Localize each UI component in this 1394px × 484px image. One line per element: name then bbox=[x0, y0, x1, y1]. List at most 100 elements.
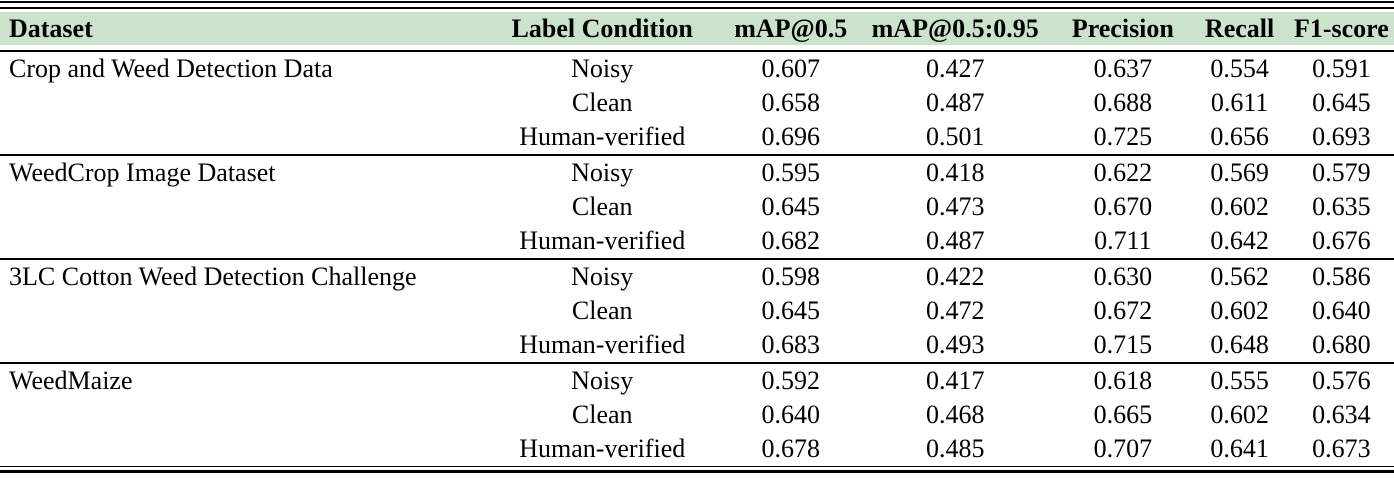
dataset-cell: WeedMaize bbox=[9, 366, 133, 395]
dataset-group-3lc-cotton: 3LC Cotton Weed Detection Challenge Nois… bbox=[0, 259, 1394, 364]
recall-cell: 0.555 bbox=[1210, 366, 1269, 395]
top-double-rule bbox=[0, 1, 1394, 9]
table-row: 3LC Cotton Weed Detection Challenge Nois… bbox=[0, 259, 1394, 364]
column-header-recall: Recall bbox=[1204, 13, 1275, 43]
table-row: Crop and Weed Detection Data Noisy 0.607… bbox=[0, 51, 1394, 156]
map5095-cell: 0.485 bbox=[925, 434, 985, 463]
map5095-cell: 0.468 bbox=[925, 400, 985, 429]
map5095-cell: 0.487 bbox=[925, 88, 985, 117]
map5095-cell: 0.493 bbox=[855, 328, 1056, 364]
map50-cell: 0.683 bbox=[726, 328, 856, 364]
table-row: Clean 0.640 0.468 0.665 0.602 0.634 bbox=[0, 398, 1394, 432]
column-header-map5095: mAP@0.5:0.95 bbox=[871, 13, 1039, 43]
table-row: Human-verified 0.696 0.501 0.725 0.656 0… bbox=[0, 120, 1394, 156]
label-condition-cell: Human-verified bbox=[478, 328, 727, 364]
precision-cell: 0.715 bbox=[1055, 328, 1191, 364]
label-condition-cell: Human-verified bbox=[519, 434, 686, 463]
recall-cell: 0.648 bbox=[1190, 328, 1289, 364]
precision-cell: 0.711 bbox=[1055, 224, 1191, 260]
table-header: Dataset Label Condition mAP@0.5 mAP@0.5:… bbox=[0, 12, 1394, 52]
precision-cell: 0.618 bbox=[1093, 366, 1153, 395]
label-condition-cell: Clean bbox=[571, 88, 633, 117]
recall-cell: 0.642 bbox=[1190, 224, 1289, 260]
label-condition-cell: Noisy bbox=[571, 54, 634, 83]
f1-cell: 0.591 bbox=[1312, 54, 1371, 83]
label-condition-cell: Human-verified bbox=[478, 224, 727, 260]
table-row: Human-verified 0.682 0.487 0.711 0.642 0… bbox=[0, 224, 1394, 260]
table-row: Human-verified 0.678 0.485 0.707 0.641 0… bbox=[0, 432, 1394, 466]
column-header-label-condition: Label Condition bbox=[511, 13, 693, 43]
map5095-cell: 0.422 bbox=[925, 262, 985, 291]
map5095-cell: 0.472 bbox=[925, 296, 985, 325]
label-condition-cell: Clean bbox=[571, 192, 633, 221]
precision-cell: 0.622 bbox=[1093, 158, 1153, 187]
map50-cell: 0.658 bbox=[761, 88, 821, 117]
column-header-dataset: Dataset bbox=[9, 13, 93, 43]
f1-cell: 0.640 bbox=[1312, 296, 1371, 325]
precision-cell: 0.707 bbox=[1093, 434, 1153, 463]
f1-cell: 0.676 bbox=[1288, 224, 1394, 260]
table-row: Clean 0.645 0.473 0.670 0.602 0.635 bbox=[0, 190, 1394, 224]
f1-cell: 0.645 bbox=[1312, 88, 1371, 117]
map5095-cell: 0.473 bbox=[925, 192, 985, 221]
dataset-group-weedcrop: WeedCrop Image Dataset Noisy 0.595 0.418… bbox=[0, 155, 1394, 260]
recall-cell: 0.569 bbox=[1210, 158, 1269, 187]
f1-cell: 0.693 bbox=[1288, 120, 1394, 156]
f1-cell: 0.579 bbox=[1312, 158, 1371, 187]
column-header-map50: mAP@0.5 bbox=[734, 13, 848, 43]
label-condition-cell: Clean bbox=[571, 400, 633, 429]
recall-cell: 0.656 bbox=[1190, 120, 1289, 156]
precision-cell: 0.637 bbox=[1093, 54, 1153, 83]
map50-cell: 0.640 bbox=[761, 400, 821, 429]
precision-cell: 0.672 bbox=[1093, 296, 1153, 325]
map50-cell: 0.598 bbox=[761, 262, 821, 291]
precision-cell: 0.630 bbox=[1093, 262, 1153, 291]
map50-cell: 0.595 bbox=[761, 158, 821, 187]
f1-cell: 0.673 bbox=[1312, 434, 1371, 463]
map50-cell: 0.696 bbox=[726, 120, 856, 156]
recall-cell: 0.562 bbox=[1210, 262, 1269, 291]
label-condition-cell: Noisy bbox=[571, 158, 634, 187]
bottom-double-rule bbox=[0, 466, 1394, 473]
precision-cell: 0.688 bbox=[1093, 88, 1153, 117]
header-rule-spacer bbox=[0, 45, 1394, 52]
f1-cell: 0.635 bbox=[1312, 192, 1371, 221]
recall-cell: 0.602 bbox=[1210, 296, 1269, 325]
table-row: Clean 0.645 0.472 0.672 0.602 0.640 bbox=[0, 294, 1394, 328]
recall-cell: 0.602 bbox=[1210, 400, 1269, 429]
table-row: Clean 0.658 0.487 0.688 0.611 0.645 bbox=[0, 86, 1394, 120]
map50-cell: 0.645 bbox=[761, 296, 821, 325]
recall-cell: 0.554 bbox=[1210, 54, 1269, 83]
map5095-cell: 0.501 bbox=[855, 120, 1056, 156]
map50-cell: 0.592 bbox=[761, 366, 821, 395]
table-row: Human-verified 0.683 0.493 0.715 0.648 0… bbox=[0, 328, 1394, 364]
dataset-cell: Crop and Weed Detection Data bbox=[0, 51, 479, 156]
table-row: WeedMaize Noisy 0.592 0.417 0.618 0.555 … bbox=[0, 363, 1394, 398]
dataset-cell: 3LC Cotton Weed Detection Challenge bbox=[0, 259, 479, 364]
map50-cell: 0.645 bbox=[761, 192, 821, 221]
recall-cell: 0.602 bbox=[1210, 192, 1269, 221]
label-condition-cell: Noisy bbox=[571, 366, 634, 395]
column-header-precision: Precision bbox=[1071, 13, 1174, 43]
dataset-cell: WeedCrop Image Dataset bbox=[0, 155, 479, 260]
recall-cell: 0.641 bbox=[1210, 434, 1269, 463]
f1-cell: 0.576 bbox=[1312, 366, 1371, 395]
recall-cell: 0.611 bbox=[1210, 88, 1269, 117]
precision-cell: 0.665 bbox=[1093, 400, 1153, 429]
column-header-f1: F1-score bbox=[1293, 13, 1389, 43]
dataset-group-crop-and-weed: Crop and Weed Detection Data Noisy 0.607… bbox=[0, 51, 1394, 156]
map50-cell: 0.678 bbox=[761, 434, 821, 463]
f1-cell: 0.680 bbox=[1288, 328, 1394, 364]
map5095-cell: 0.418 bbox=[925, 158, 985, 187]
precision-cell: 0.670 bbox=[1093, 192, 1153, 221]
map5095-cell: 0.427 bbox=[925, 54, 985, 83]
results-table: Dataset Label Condition mAP@0.5 mAP@0.5:… bbox=[0, 12, 1394, 466]
label-condition-cell: Human-verified bbox=[478, 120, 727, 156]
map50-cell: 0.607 bbox=[761, 54, 821, 83]
table-row: WeedCrop Image Dataset Noisy 0.595 0.418… bbox=[0, 155, 1394, 260]
precision-cell: 0.725 bbox=[1055, 120, 1191, 156]
map50-cell: 0.682 bbox=[726, 224, 856, 260]
f1-cell: 0.634 bbox=[1312, 400, 1371, 429]
map5095-cell: 0.487 bbox=[855, 224, 1056, 260]
